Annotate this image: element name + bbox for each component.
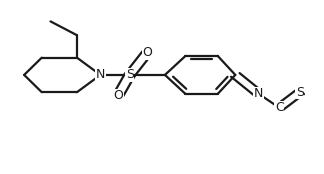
Text: O: O <box>113 89 123 102</box>
Text: N: N <box>96 68 105 81</box>
Text: O: O <box>143 46 152 59</box>
Text: N: N <box>254 87 263 100</box>
Text: C: C <box>275 101 284 114</box>
Text: S: S <box>296 86 304 99</box>
Text: S: S <box>126 68 134 81</box>
